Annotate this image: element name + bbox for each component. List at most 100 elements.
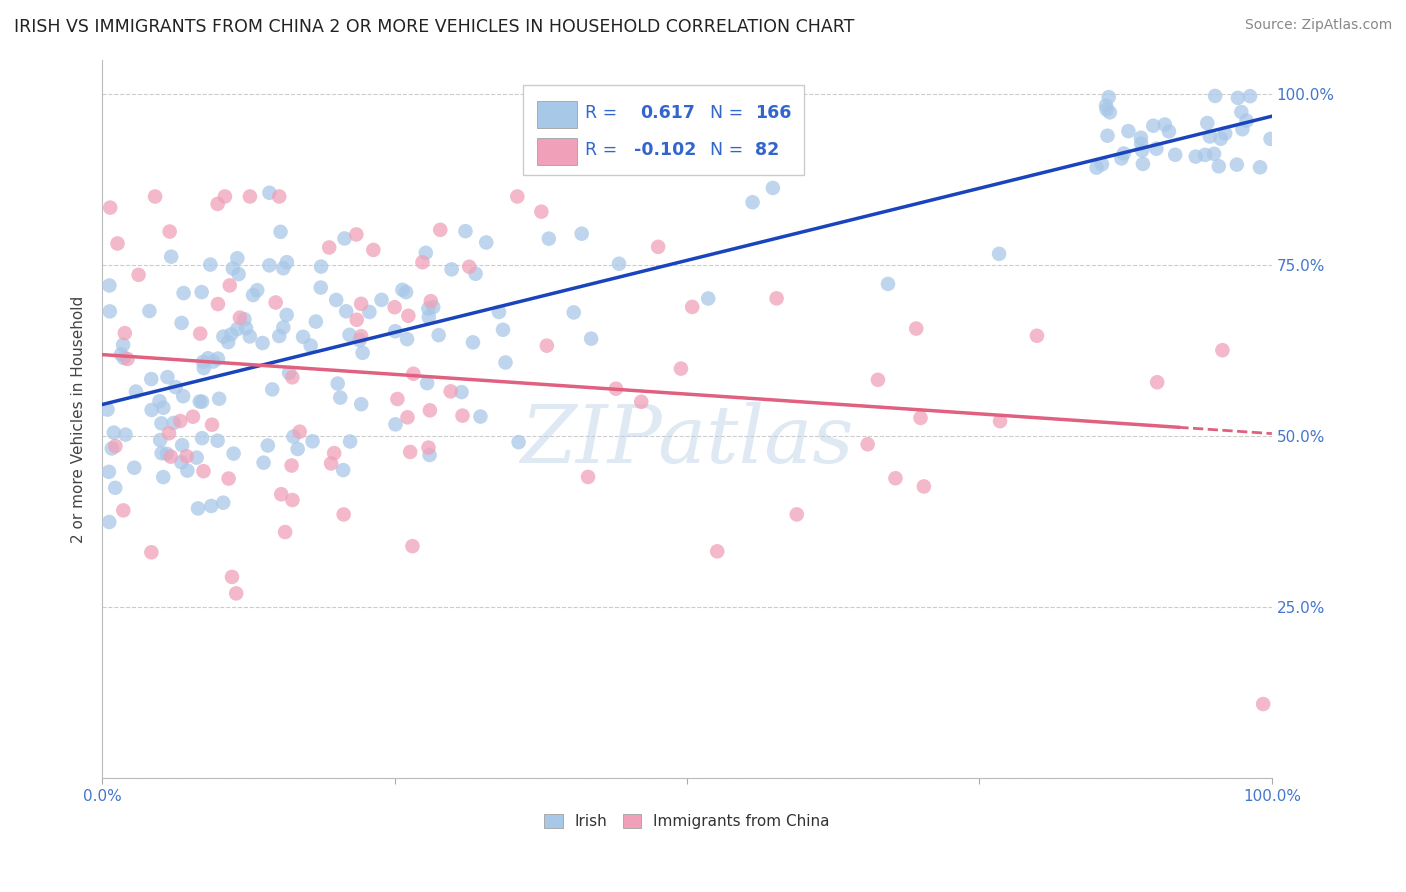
Point <box>470 409 492 424</box>
Point <box>411 255 433 269</box>
Point <box>988 414 1011 428</box>
Point <box>159 225 181 239</box>
Point <box>276 255 298 269</box>
Point <box>537 232 560 246</box>
Point <box>98 515 121 529</box>
Point <box>104 481 127 495</box>
Point <box>669 361 692 376</box>
Point <box>396 410 419 425</box>
Point <box>152 470 174 484</box>
FancyBboxPatch shape <box>537 138 576 165</box>
Point <box>419 294 441 309</box>
Point <box>418 310 440 325</box>
Point <box>281 493 304 508</box>
Point <box>440 384 463 399</box>
Point <box>176 450 198 464</box>
Point <box>1198 129 1220 144</box>
Point <box>741 195 763 210</box>
Point <box>1146 376 1168 390</box>
Point <box>259 186 281 200</box>
Point <box>188 326 211 341</box>
Point <box>419 403 441 417</box>
Point <box>176 464 198 478</box>
Point <box>1112 146 1135 161</box>
Point <box>856 437 879 451</box>
Point <box>492 323 515 337</box>
Point <box>384 417 406 432</box>
Point <box>1095 103 1118 117</box>
Point <box>418 441 440 455</box>
Point <box>190 285 212 299</box>
Point <box>207 351 229 366</box>
Point <box>252 456 274 470</box>
Point <box>1251 697 1274 711</box>
Point <box>461 335 484 350</box>
Point <box>399 445 422 459</box>
Point <box>187 501 209 516</box>
Point <box>332 463 354 477</box>
Point <box>571 227 593 241</box>
Point <box>1239 89 1261 103</box>
Point <box>1098 90 1121 104</box>
Point <box>576 470 599 484</box>
Point <box>114 326 136 340</box>
Point <box>283 429 305 443</box>
Point <box>150 417 173 431</box>
Point <box>229 310 252 325</box>
Point <box>112 338 135 352</box>
Point <box>450 385 472 400</box>
Point <box>1111 152 1133 166</box>
Point <box>170 455 193 469</box>
Point <box>346 313 368 327</box>
Point <box>200 258 222 272</box>
Point <box>149 433 172 447</box>
Point <box>103 425 125 440</box>
Point <box>630 394 652 409</box>
Point <box>96 402 118 417</box>
Point <box>97 465 120 479</box>
Point <box>98 304 121 318</box>
Point <box>262 383 284 397</box>
Point <box>288 425 311 439</box>
Point <box>274 524 297 539</box>
Point <box>191 431 214 445</box>
Point <box>387 392 409 406</box>
Point <box>299 338 322 352</box>
Point <box>257 438 280 452</box>
Point <box>1098 105 1121 120</box>
Point <box>427 328 450 343</box>
Point <box>391 283 413 297</box>
Point <box>396 332 419 346</box>
Point <box>276 308 298 322</box>
Text: Source: ZipAtlas.com: Source: ZipAtlas.com <box>1244 18 1392 32</box>
Legend: Irish, Immigrants from China: Irish, Immigrants from China <box>538 808 837 835</box>
Point <box>335 304 357 318</box>
Text: 82: 82 <box>755 141 779 160</box>
Point <box>454 224 477 238</box>
Y-axis label: 2 or more Vehicles in Household: 2 or more Vehicles in Household <box>72 295 86 542</box>
Point <box>508 435 530 450</box>
Point <box>988 247 1011 261</box>
Point <box>1226 91 1249 105</box>
Point <box>1157 124 1180 138</box>
Point <box>112 503 135 517</box>
Text: IRISH VS IMMIGRANTS FROM CHINA 2 OR MORE VEHICLES IN HOUSEHOLD CORRELATION CHART: IRISH VS IMMIGRANTS FROM CHINA 2 OR MORE… <box>14 18 855 36</box>
Point <box>157 426 180 441</box>
Point <box>141 545 163 559</box>
Point <box>464 267 486 281</box>
Point <box>207 297 229 311</box>
Point <box>141 372 163 386</box>
Point <box>1164 147 1187 161</box>
Point <box>226 322 249 336</box>
Point <box>1085 161 1108 175</box>
Point <box>222 447 245 461</box>
Point <box>208 392 231 406</box>
Point <box>765 291 787 305</box>
Point <box>138 304 160 318</box>
Point <box>1202 146 1225 161</box>
Point <box>318 240 340 254</box>
Point <box>363 243 385 257</box>
Point <box>1194 148 1216 162</box>
Point <box>122 460 145 475</box>
Point <box>419 448 441 462</box>
